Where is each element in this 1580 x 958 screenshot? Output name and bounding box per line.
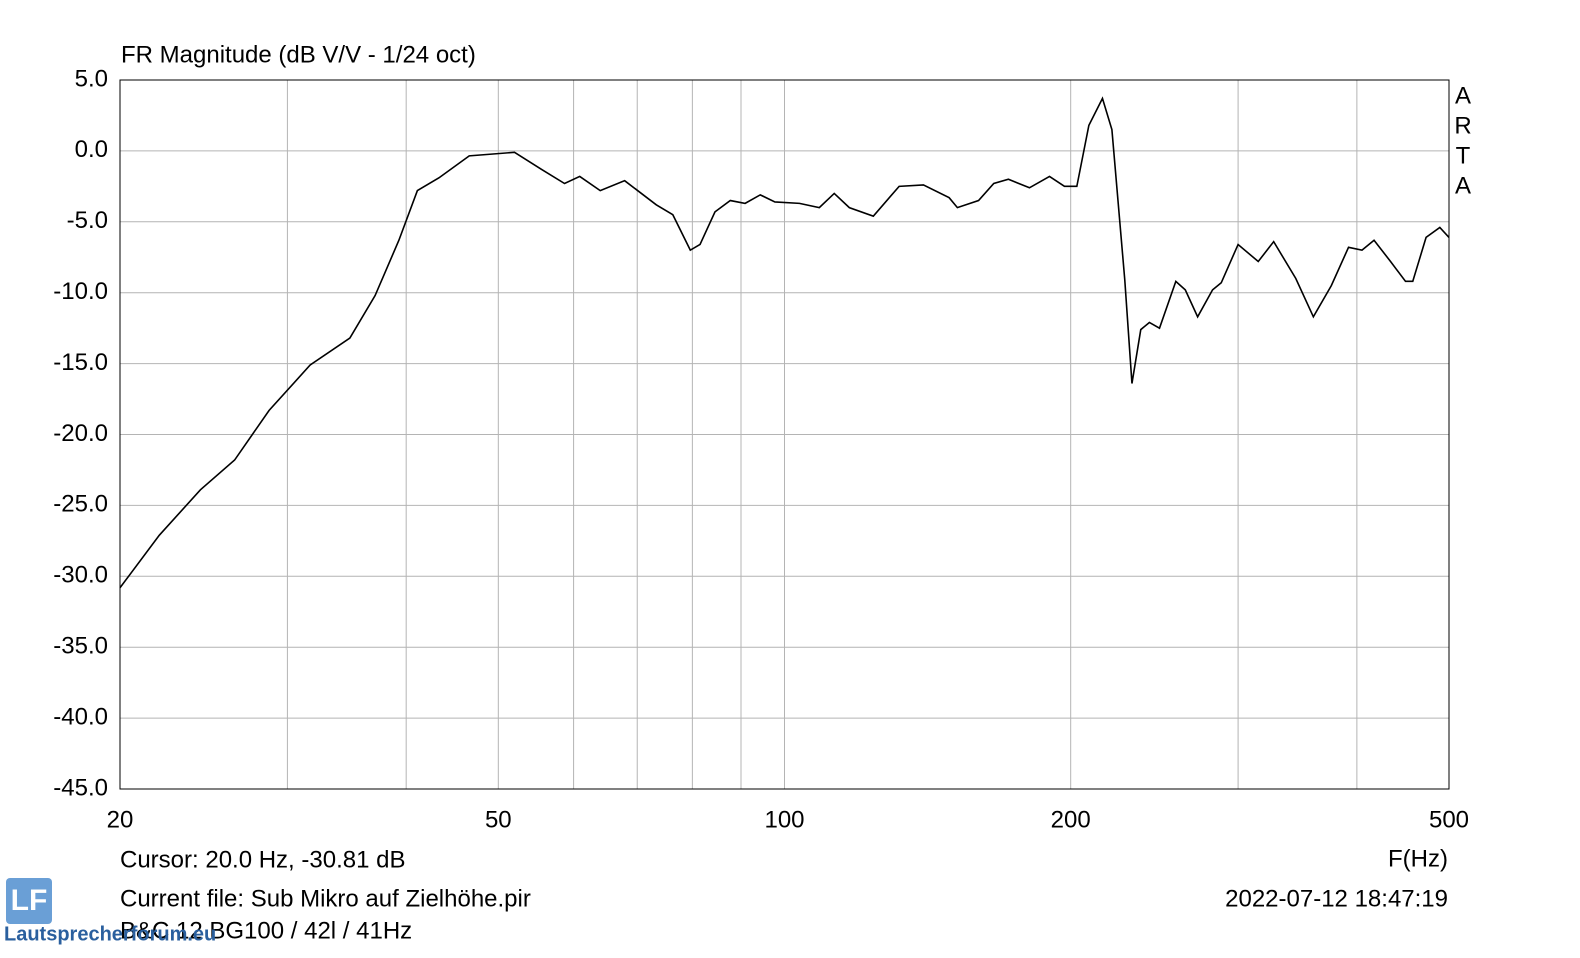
side-letter: A — [1455, 82, 1471, 109]
y-tick-label: -45.0 — [53, 774, 108, 801]
x-tick-label: 100 — [764, 806, 804, 833]
plot-frame — [119, 79, 1450, 790]
x-tick-label: 50 — [485, 806, 512, 833]
timestamp: 2022-07-12 18:47:19 — [1225, 885, 1448, 912]
logo: LF — [11, 884, 48, 917]
x-axis-label: F(Hz) — [1388, 845, 1448, 872]
side-letter: A — [1455, 172, 1471, 199]
y-tick-label: -35.0 — [53, 633, 108, 660]
description: B&C 12 BG100 / 42l / 41Hz — [120, 917, 412, 944]
current-file: Current file: Sub Mikro auf Zielhöhe.pir — [120, 885, 531, 912]
logo-box — [6, 878, 52, 924]
x-tick-label: 200 — [1051, 806, 1091, 833]
y-tick-label: -25.0 — [53, 491, 108, 518]
fr-curve — [119, 96, 1450, 589]
y-tick-label: -10.0 — [53, 278, 108, 305]
x-tick-label: 20 — [107, 806, 134, 833]
side-letter: R — [1454, 112, 1471, 139]
y-tick-label: -5.0 — [67, 207, 108, 234]
chart-title: FR Magnitude (dB V/V - 1/24 oct) — [121, 41, 476, 68]
y-tick-label: -15.0 — [53, 349, 108, 376]
y-tick-label: -20.0 — [53, 420, 108, 447]
y-tick-label: 0.0 — [75, 136, 108, 163]
y-tick-label: -30.0 — [53, 562, 108, 589]
side-letter: T — [1456, 142, 1471, 169]
watermark: Lautsprecherforum.eu — [4, 923, 216, 945]
cursor-readout: Cursor: 20.0 Hz, -30.81 dB — [120, 846, 405, 873]
y-tick-label: -40.0 — [53, 703, 108, 730]
y-tick-label: 5.0 — [75, 65, 108, 92]
x-tick-label: 500 — [1429, 806, 1469, 833]
